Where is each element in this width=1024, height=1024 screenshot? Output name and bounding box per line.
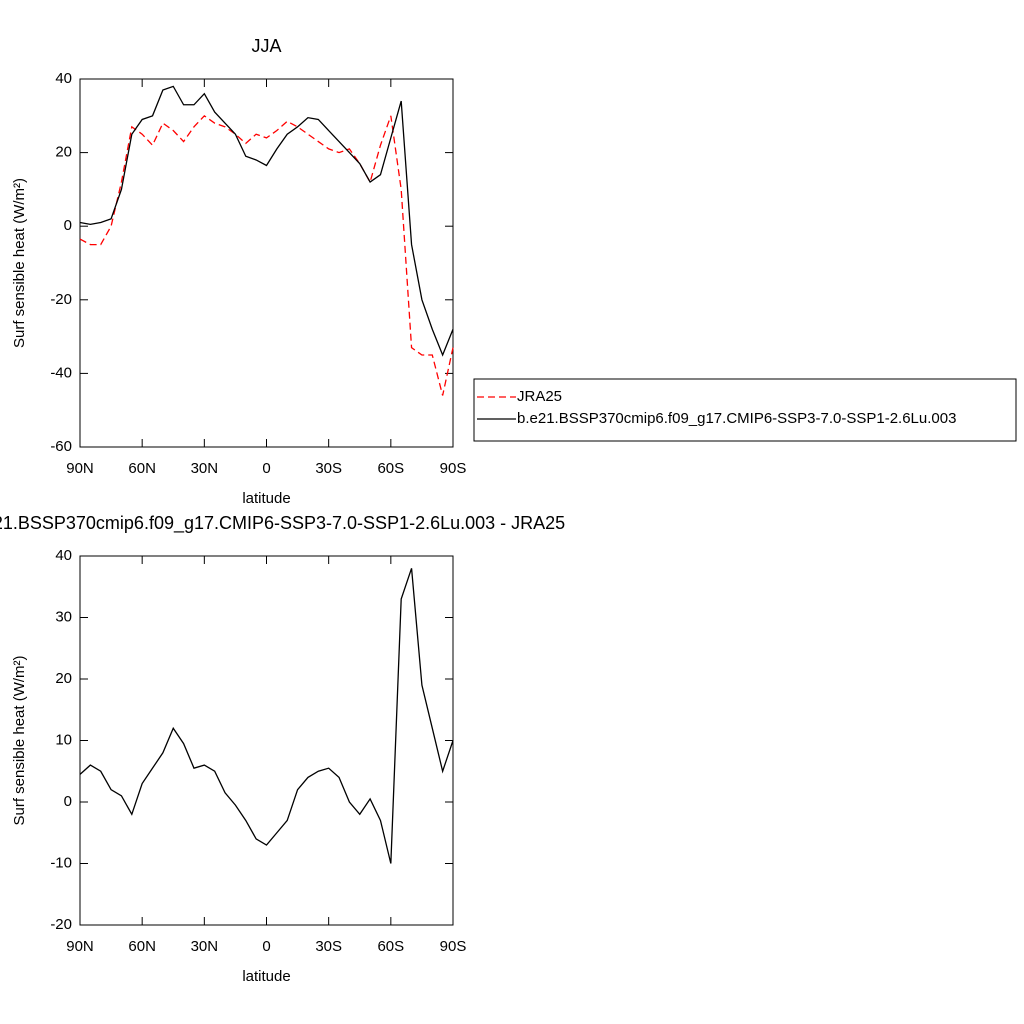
x-axis-label: latitude — [242, 490, 290, 507]
x-tick-label: 60S — [377, 460, 404, 477]
y-tick-label: 0 — [64, 217, 72, 234]
y-tick-label: -60 — [50, 438, 72, 455]
x-tick-label: 90N — [66, 460, 94, 477]
y-axis-label: Surf sensible heat (W/m²) — [11, 178, 28, 348]
y-tick-label: -40 — [50, 364, 72, 381]
data-line — [79, 114, 454, 396]
x-tick-label: 0 — [262, 460, 270, 477]
data-line — [79, 568, 454, 864]
chart-title: JJA — [251, 36, 281, 56]
data-line — [79, 85, 454, 357]
y-tick-label: -20 — [50, 916, 72, 933]
x-tick-label: 60N — [128, 460, 156, 477]
x-tick-label: 90N — [66, 938, 94, 955]
y-tick-label: 40 — [55, 547, 72, 564]
x-tick-label: 90S — [440, 460, 467, 477]
legend-label: b.e21.BSSP370cmip6.f09_g17.CMIP6-SSP3-7.… — [517, 410, 956, 427]
x-tick-label: 30S — [315, 938, 342, 955]
y-tick-label: 30 — [55, 608, 72, 625]
x-tick-label: 30N — [191, 460, 219, 477]
y-tick-label: 40 — [55, 70, 72, 87]
x-tick-label: 30S — [315, 460, 342, 477]
x-tick-label: 0 — [262, 938, 270, 955]
x-tick-label: 60N — [128, 938, 156, 955]
legend-frame — [473, 378, 1017, 442]
y-tick-label: 0 — [64, 793, 72, 810]
y-axis-label: Surf sensible heat (W/m²) — [11, 655, 28, 825]
plot-frame — [79, 78, 454, 448]
y-tick-label: -20 — [50, 291, 72, 308]
y-tick-label: 10 — [55, 731, 72, 748]
x-tick-label: 30N — [191, 938, 219, 955]
x-axis-label: latitude — [242, 968, 290, 985]
y-tick-label: -10 — [50, 854, 72, 871]
x-tick-label: 90S — [440, 938, 467, 955]
y-tick-label: 20 — [55, 670, 72, 687]
legend-label: JRA25 — [517, 388, 562, 405]
chart-title: b.e21.BSSP370cmip6.f09_g17.CMIP6-SSP3-7.… — [0, 513, 565, 534]
y-tick-label: 20 — [55, 144, 72, 161]
plot-frame — [79, 555, 454, 926]
x-tick-label: 60S — [377, 938, 404, 955]
